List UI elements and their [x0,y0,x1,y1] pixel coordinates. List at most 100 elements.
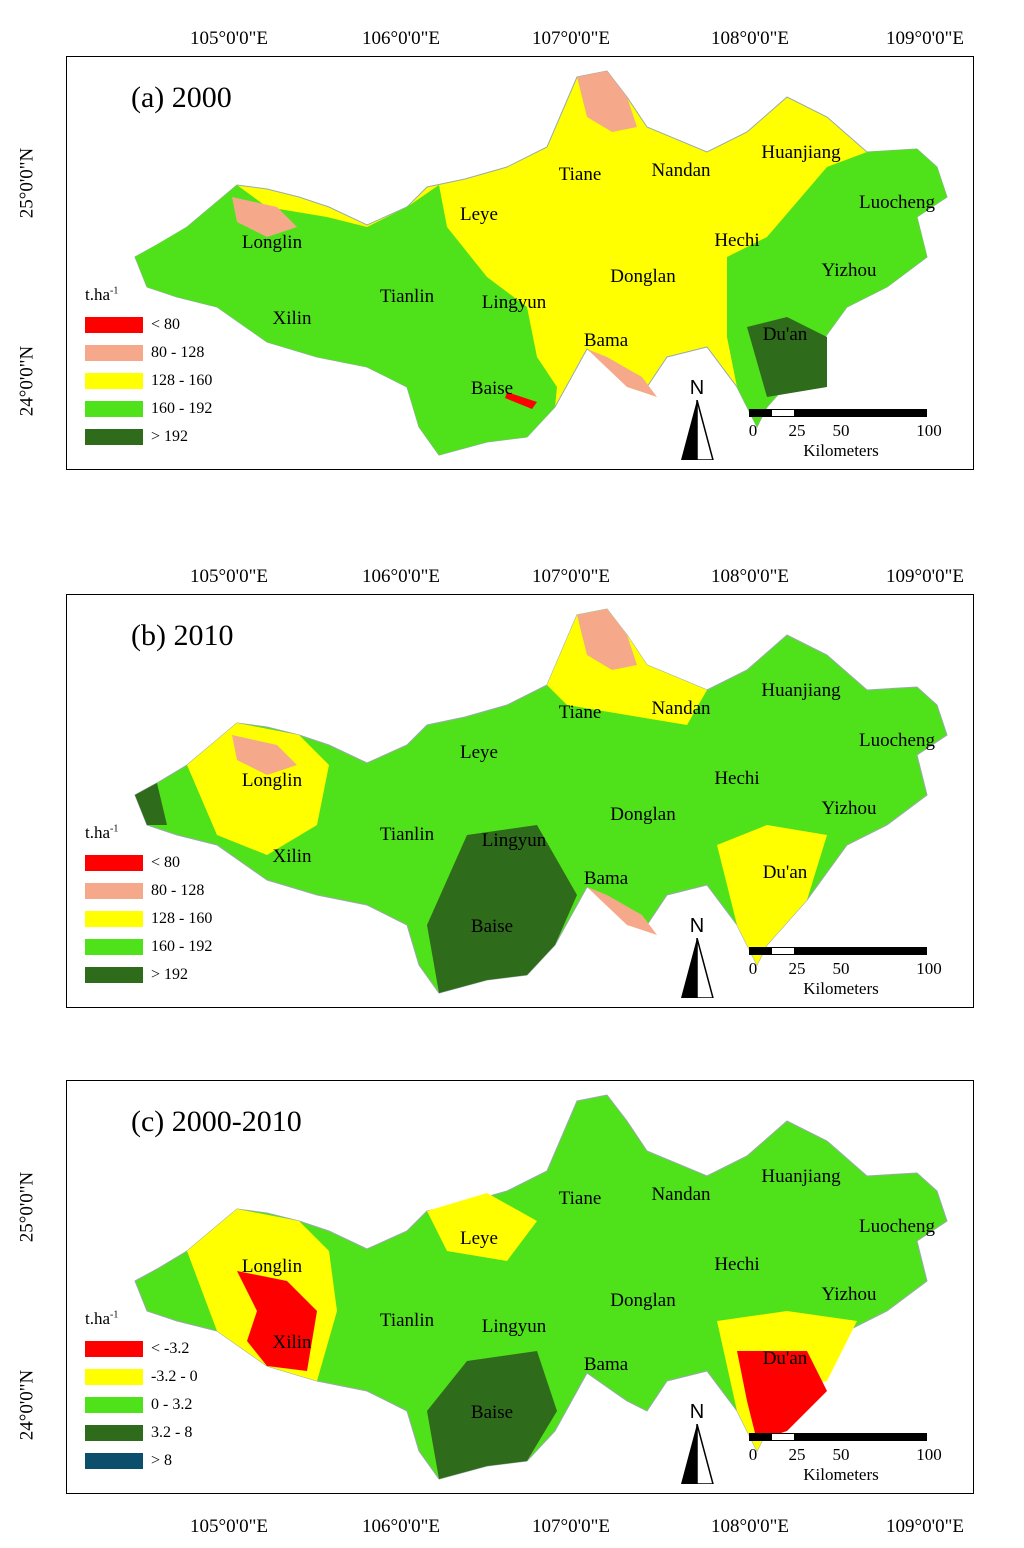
legend: t.ha-1 < -3.2 -3.2 - 0 0 - 3.2 3.2 - 8 >… [85,1309,198,1475]
label-huanjiang: Huanjiang [761,680,841,701]
scale-bar: 0 25 50 100 Kilometers [748,1433,942,1485]
label-xilin: Xilin [272,846,312,867]
label-yizhou: Yizhou [821,1284,877,1305]
scale-bar-graphic [749,409,927,417]
label-leye: Leye [460,742,498,763]
lon-label-106-top: 106°0'0"E [362,28,440,49]
legend-swatch [85,373,143,389]
scale-bar: 0 25 50 100 Kilometers [748,947,942,999]
legend-swatch [85,1453,143,1469]
label-donglan: Donglan [610,804,676,825]
label-baise: Baise [470,378,514,399]
label-xilin: Xilin [272,308,312,329]
label-luocheng: Luocheng [859,730,935,751]
label-duan: Du'an [762,324,808,345]
legend-item: 3.2 - 8 [85,1419,198,1447]
legend-label: 80 - 128 [151,882,205,899]
north-arrow: N [679,915,715,1003]
legend-unit: t.ha-1 [85,823,119,842]
legend-swatch [85,883,143,899]
scale-bar-graphic [749,947,927,955]
legend-item: > 192 [85,961,212,989]
label-tiane: Tiane [558,1188,602,1209]
lat-label-25-left: 25°0'0"N [16,1171,38,1243]
legend-label: 160 - 192 [151,938,213,955]
north-arrow-icon [681,1423,714,1485]
label-tianlin: Tianlin [379,286,435,307]
label-tianlin: Tianlin [379,824,435,845]
legend-swatch [85,429,143,445]
north-arrow-icon [681,937,714,999]
label-hechi: Hechi [714,230,760,251]
legend-item: < -3.2 [85,1335,198,1363]
map-frame: (a) 2000 Longlin Xilin Tianlin Leye Ling… [66,56,974,470]
legend-unit: t.ha-1 [85,285,119,304]
label-donglan: Donglan [610,1290,676,1311]
legend-swatch [85,1369,143,1385]
label-donglan: Donglan [610,266,676,287]
lon-label-107-top: 107°0'0"E [532,28,610,49]
scale-ticks: 0 25 50 100 [748,1445,942,1464]
label-tiane: Tiane [558,164,602,185]
label-tianlin: Tianlin [379,1310,435,1331]
label-hechi: Hechi [714,1254,760,1275]
legend-swatch [85,1425,143,1441]
lon-label-109-top: 109°0'0"E [886,28,964,49]
label-leye: Leye [460,204,498,225]
legend-item: 80 - 128 [85,339,212,367]
label-lingyun: Lingyun [481,292,547,313]
map-frame: (b) 2010 Longlin Xilin Tianlin Leye Ling… [66,594,974,1008]
study-area-map [134,608,948,994]
lon-label-108-top: 108°0'0"E [711,566,789,587]
legend-swatch [85,939,143,955]
legend-label: -3.2 - 0 [151,1368,198,1385]
legend-swatch [85,345,143,361]
label-duan: Du'an [762,1348,808,1369]
label-tiane: Tiane [558,702,602,723]
legend-unit: t.ha-1 [85,1309,119,1328]
scale-units: Kilometers [803,441,879,460]
panel-title: (a) 2000 [131,81,232,114]
legend-item: < 80 [85,849,212,877]
label-baise: Baise [470,1402,514,1423]
legend-label: > 8 [151,1452,173,1469]
scale-ticks: 0 25 50 100 [748,959,942,978]
label-duan: Du'an [762,862,808,883]
lon-label-107-top: 107°0'0"E [532,566,610,587]
scale-bar: 0 25 50 100 Kilometers [749,409,942,461]
north-label: N [689,915,705,937]
legend-swatch [85,911,143,927]
label-baise: Baise [470,916,514,937]
label-hechi: Hechi [714,768,760,789]
map-frame: (c) 2000-2010 Longlin Xilin Tianlin Leye… [66,1080,974,1494]
lon-label-108-top: 108°0'0"E [711,28,789,49]
legend-item: 0 - 3.2 [85,1391,198,1419]
legend-label: 0 - 3.2 [151,1396,193,1413]
legend-swatch [85,1397,143,1413]
lon-label-109-bottom: 109°0'0"E [886,1516,964,1537]
legend-swatch [85,1341,143,1357]
label-longlin: Longlin [241,1256,303,1277]
legend-label: 80 - 128 [151,344,205,361]
lon-label-105-top: 105°0'0"E [190,566,268,587]
lon-label-105-top: 105°0'0"E [190,28,268,49]
legend-label: 128 - 160 [151,372,213,389]
label-nandan: Nandan [651,160,711,181]
lon-label-106-top: 106°0'0"E [362,566,440,587]
legend: t.ha-1 < 80 80 - 128 128 - 160 160 - 192… [85,823,212,989]
legend-label: 160 - 192 [151,400,213,417]
north-label: N [689,1401,705,1423]
legend-item: > 8 [85,1447,198,1475]
legend-label: 3.2 - 8 [151,1424,193,1441]
label-bama: Bama [583,1354,629,1375]
label-lingyun: Lingyun [481,830,547,851]
legend-label: > 192 [151,966,189,983]
label-xilin: Xilin [272,1332,312,1353]
legend: t.ha-1 < 80 80 - 128 128 - 160 160 - 192… [85,285,212,451]
label-nandan: Nandan [651,698,711,719]
north-arrow: N [679,1401,715,1489]
scale-units: Kilometers [803,979,879,998]
lon-label-105-bottom: 105°0'0"E [190,1516,268,1537]
lat-label-24-left: 24°0'0"N [16,345,38,417]
label-nandan: Nandan [651,1184,711,1205]
